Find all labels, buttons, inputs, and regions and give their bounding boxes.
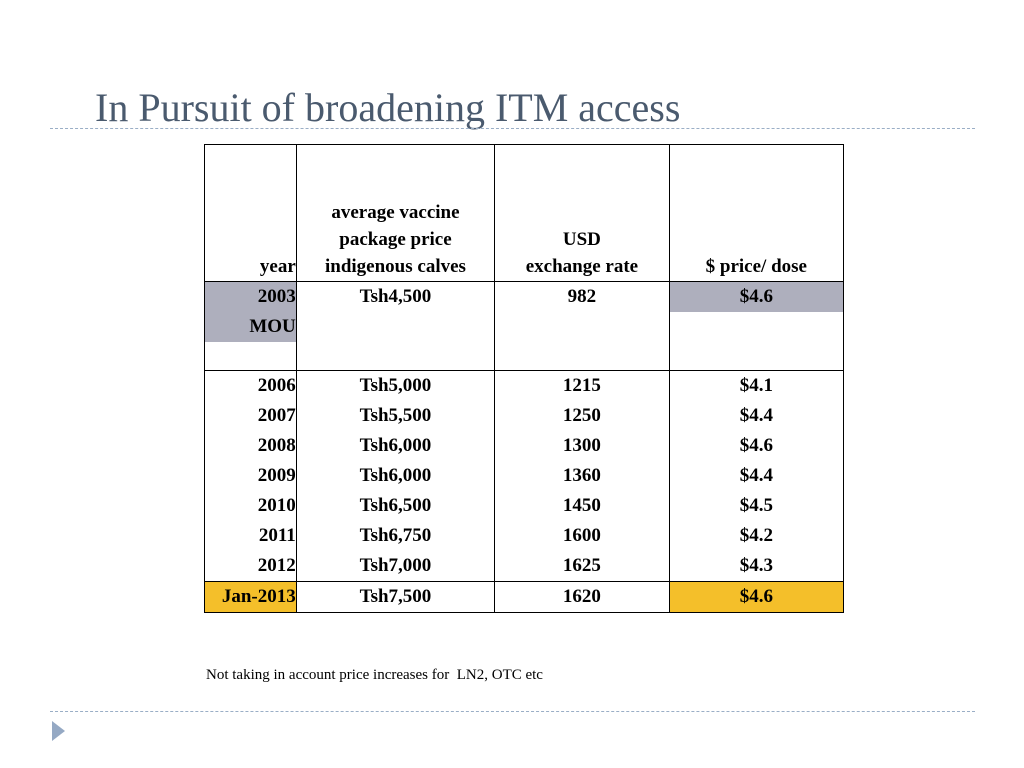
table-spacer-row <box>204 342 845 371</box>
cell-year: 2010 <box>204 491 297 521</box>
header-price-per-dose: $ price/ dose <box>668 144 845 282</box>
cell-rate: 1600 <box>494 521 670 551</box>
cell-year: 2007 <box>204 401 297 431</box>
table-row: 2012 Tsh7,000 1625 $4.3 <box>204 551 845 582</box>
table-row: 2006 Tsh5,000 1215 $4.1 <box>204 370 845 401</box>
play-arrow-icon <box>52 721 65 741</box>
cell-per-dose: $4.4 <box>668 461 845 491</box>
cell-rate: 1450 <box>494 491 670 521</box>
cell-rate: 1250 <box>494 401 670 431</box>
table-header-row: year average vaccine package price indig… <box>204 144 845 282</box>
table-row-note: MOU <box>204 312 845 342</box>
cell-rate: 1300 <box>494 431 670 461</box>
cell-price: Tsh6,750 <box>295 521 495 551</box>
header-exchange-rate-line1: USD <box>562 229 601 250</box>
table-row: 2011 Tsh6,750 1600 $4.2 <box>204 521 845 551</box>
footer-divider <box>50 711 975 712</box>
title-divider <box>50 128 975 129</box>
price-table: year average vaccine package price indig… <box>204 144 845 613</box>
cell-per-dose: $4.2 <box>668 521 845 551</box>
cell-price: Tsh6,000 <box>295 431 495 461</box>
slide-title: In Pursuit of broadening ITM access <box>95 85 681 130</box>
table-row: 2010 Tsh6,500 1450 $4.5 <box>204 491 845 521</box>
cell-per-dose: $4.6 <box>668 431 845 461</box>
cell-per-dose: $4.6 <box>668 281 845 312</box>
cell-year: 2012 <box>204 551 297 582</box>
cell-rate: 1620 <box>494 581 670 613</box>
cell-per-dose: $4.4 <box>668 401 845 431</box>
cell-per-dose: $4.3 <box>668 551 845 582</box>
header-package-price: average vaccine package price indigenous… <box>295 144 495 282</box>
header-year: year <box>204 144 297 282</box>
cell-price: Tsh7,500 <box>295 581 495 613</box>
cell-price: Tsh6,000 <box>295 461 495 491</box>
cell-year: 2008 <box>204 431 297 461</box>
table-row-highlight: Jan-2013 Tsh7,500 1620 $4.6 <box>204 581 845 613</box>
header-exchange-rate: USD exchange rate <box>494 144 670 282</box>
cell-price: Tsh5,500 <box>295 401 495 431</box>
cell-year: 2003 <box>204 281 297 312</box>
table-row: 2007 Tsh5,500 1250 $4.4 <box>204 401 845 431</box>
cell-price: Tsh7,000 <box>295 551 495 582</box>
cell-mou-label: MOU <box>204 312 297 342</box>
cell-price: Tsh6,500 <box>295 491 495 521</box>
header-package-price-line2: package price <box>339 229 452 250</box>
table-row: 2003 Tsh4,500 982 $4.6 <box>204 281 845 312</box>
header-exchange-rate-line2: exchange rate <box>525 256 639 277</box>
cell-rate: 1625 <box>494 551 670 582</box>
table-row: 2008 Tsh6,000 1300 $4.6 <box>204 431 845 461</box>
cell-year: 2006 <box>204 370 297 401</box>
cell-rate: 1215 <box>494 370 670 401</box>
cell-year: 2009 <box>204 461 297 491</box>
header-package-price-line3: indigenous calves <box>324 256 466 277</box>
cell-year: 2011 <box>204 521 297 551</box>
cell-price: Tsh4,500 <box>295 281 495 312</box>
cell-price: Tsh5,000 <box>295 370 495 401</box>
cell-per-dose: $4.6 <box>668 581 845 613</box>
cell-per-dose: $4.5 <box>668 491 845 521</box>
cell-rate: 1360 <box>494 461 670 491</box>
footnote: Not taking in account price increases fo… <box>206 667 543 683</box>
cell-per-dose: $4.1 <box>668 370 845 401</box>
header-package-price-line1: average vaccine <box>331 202 460 223</box>
table-row: 2009 Tsh6,000 1360 $4.4 <box>204 461 845 491</box>
cell-rate: 982 <box>494 281 670 312</box>
cell-year: Jan-2013 <box>204 581 297 613</box>
